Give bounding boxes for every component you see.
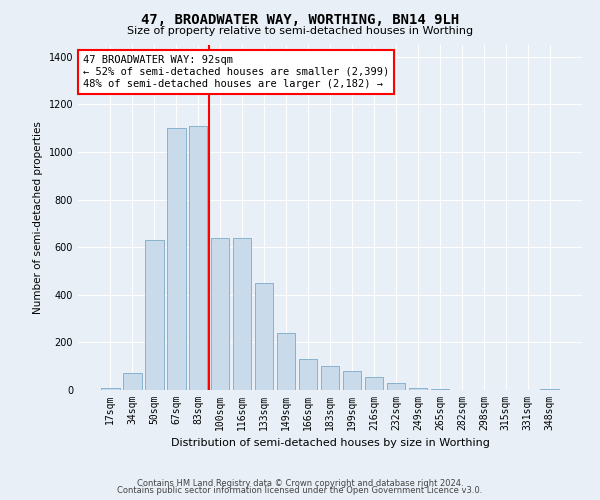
Y-axis label: Number of semi-detached properties: Number of semi-detached properties <box>33 121 43 314</box>
Bar <box>189 126 208 390</box>
Text: Contains public sector information licensed under the Open Government Licence v3: Contains public sector information licen… <box>118 486 482 495</box>
Bar <box>431 389 449 390</box>
Bar <box>365 377 383 390</box>
Bar <box>101 388 119 390</box>
Bar <box>255 283 274 390</box>
Bar <box>386 383 405 390</box>
Text: Size of property relative to semi-detached houses in Worthing: Size of property relative to semi-detach… <box>127 26 473 36</box>
Bar <box>123 374 142 390</box>
Bar <box>320 366 340 390</box>
Bar <box>343 371 361 390</box>
Bar <box>299 359 317 390</box>
Text: Contains HM Land Registry data © Crown copyright and database right 2024.: Contains HM Land Registry data © Crown c… <box>137 478 463 488</box>
Bar <box>409 388 427 390</box>
Bar <box>233 238 251 390</box>
Bar <box>145 240 164 390</box>
Bar <box>541 389 559 390</box>
Bar <box>277 333 295 390</box>
Bar <box>211 238 229 390</box>
Bar <box>167 128 185 390</box>
Text: 47 BROADWATER WAY: 92sqm
← 52% of semi-detached houses are smaller (2,399)
48% o: 47 BROADWATER WAY: 92sqm ← 52% of semi-d… <box>83 56 389 88</box>
X-axis label: Distribution of semi-detached houses by size in Worthing: Distribution of semi-detached houses by … <box>170 438 490 448</box>
Text: 47, BROADWATER WAY, WORTHING, BN14 9LH: 47, BROADWATER WAY, WORTHING, BN14 9LH <box>141 12 459 26</box>
